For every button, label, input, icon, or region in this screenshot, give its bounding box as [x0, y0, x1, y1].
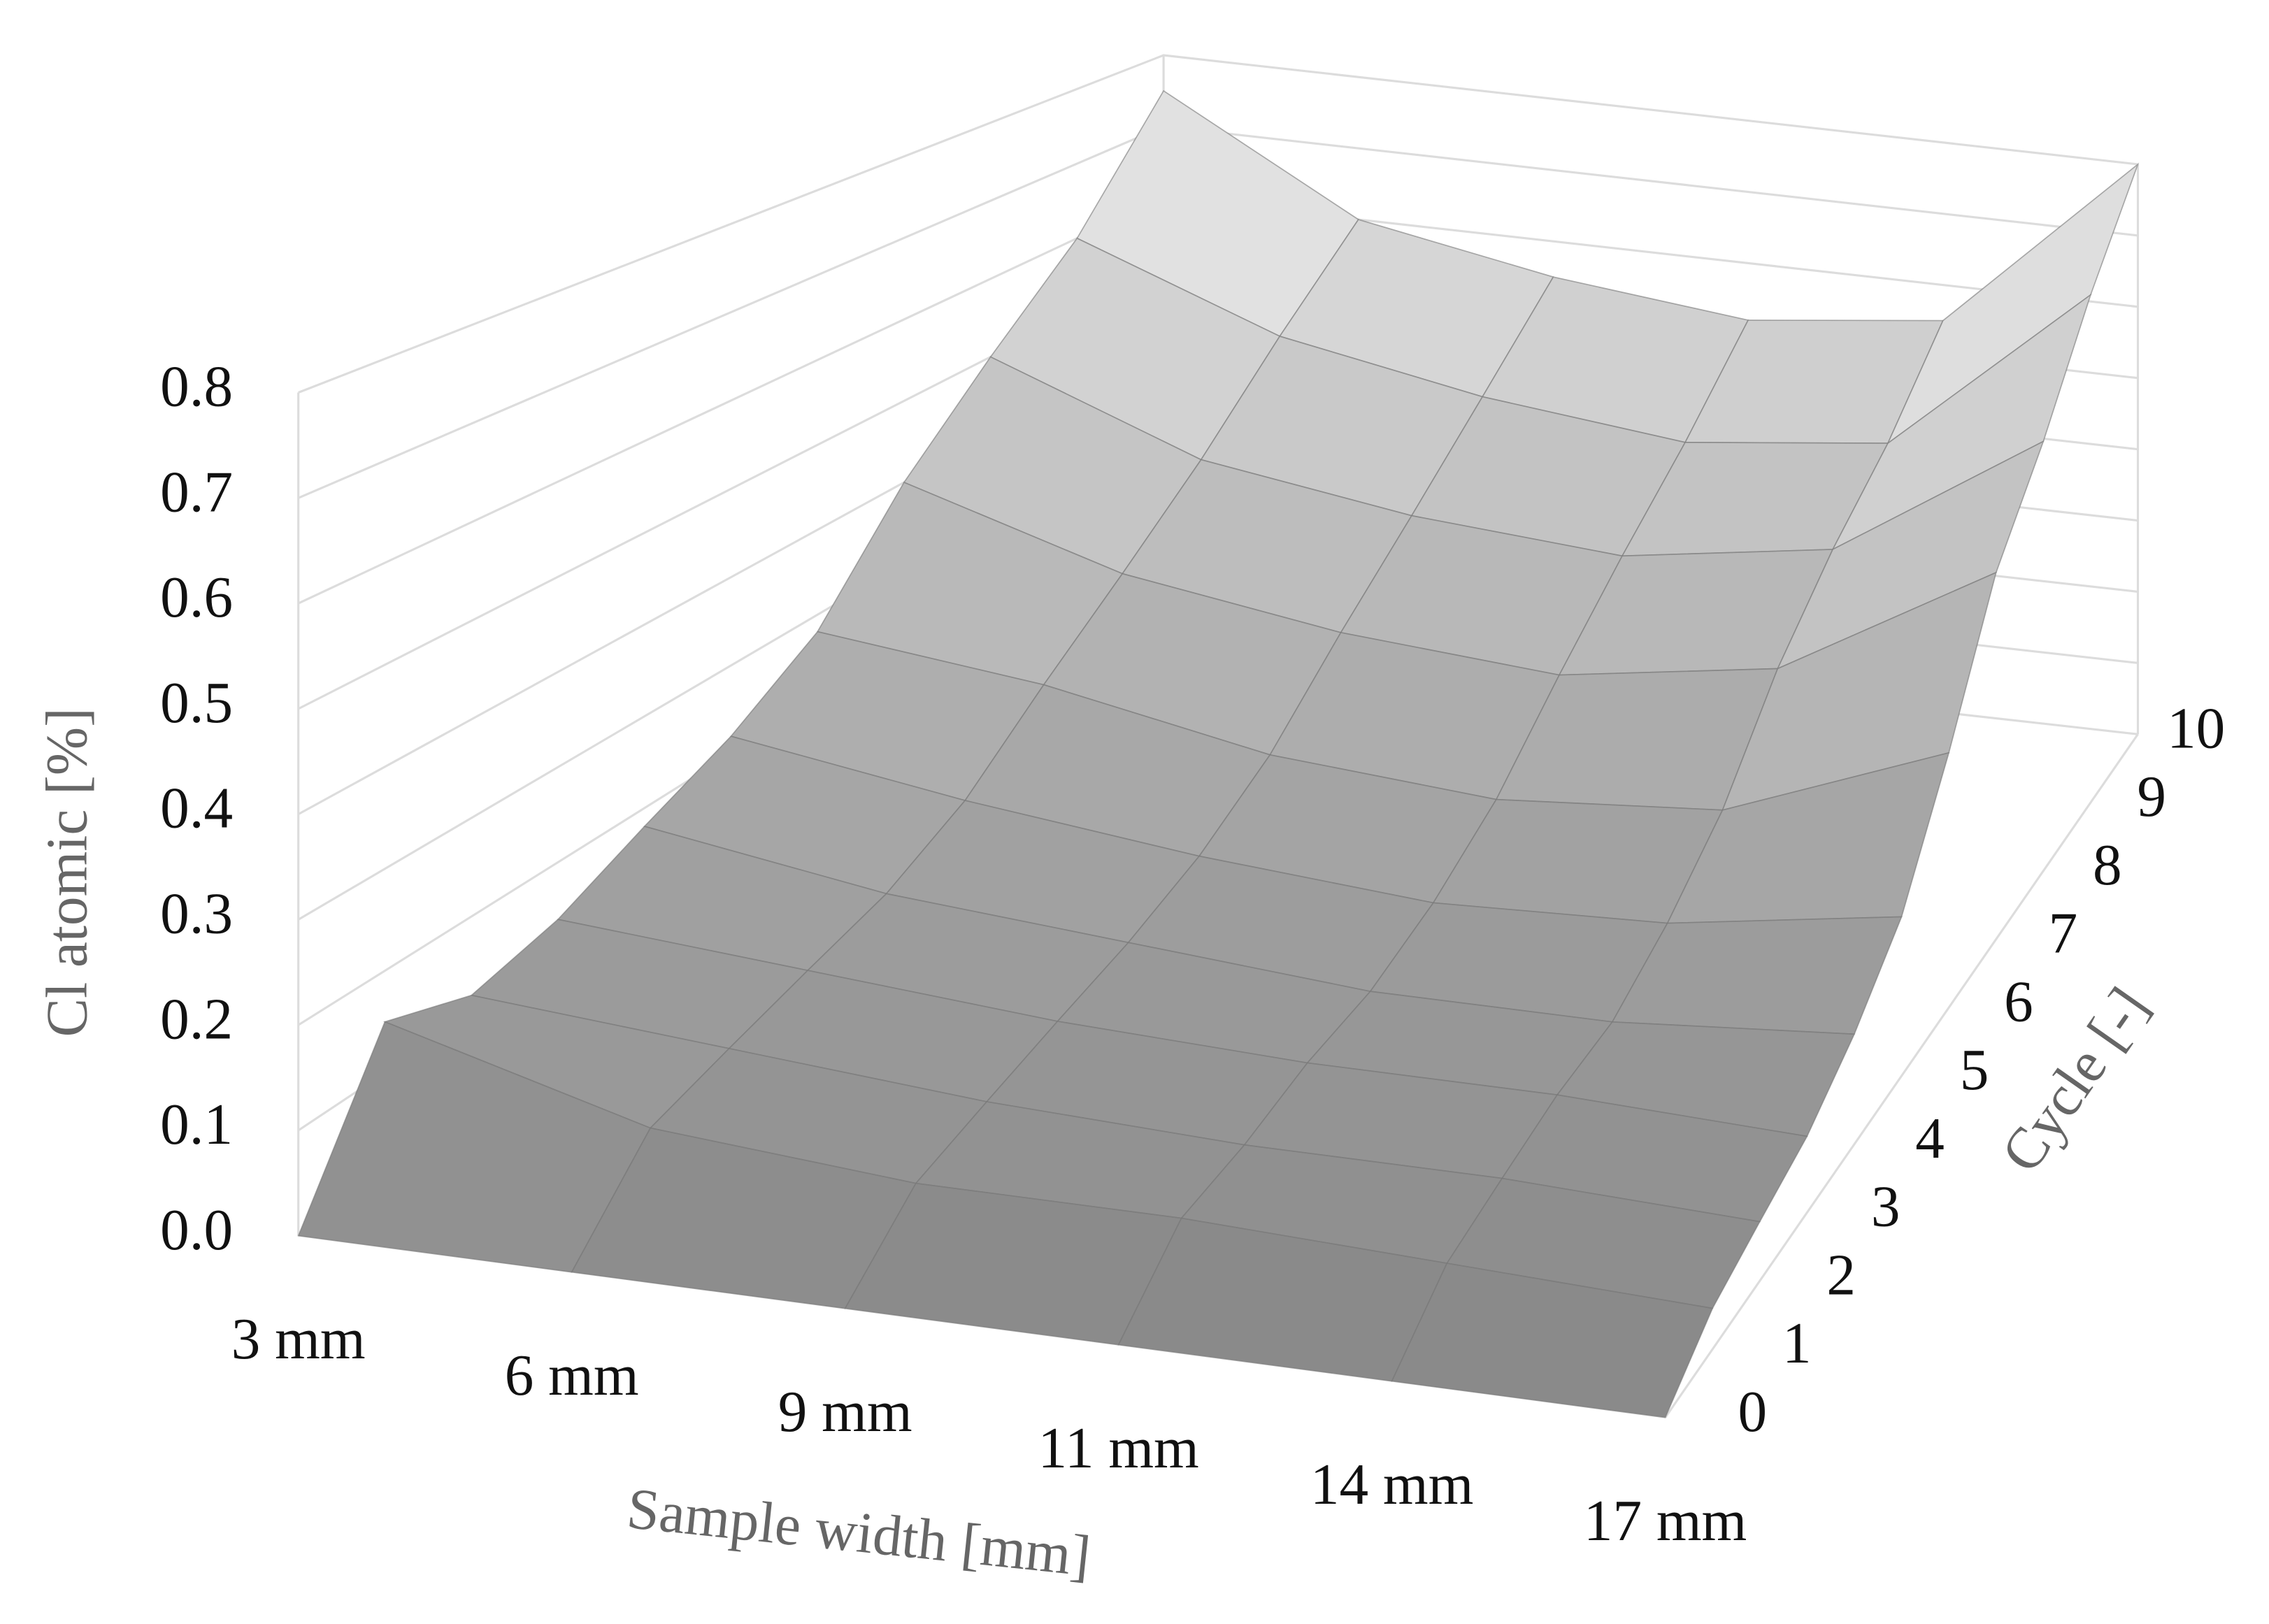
depth-tick-label: 2: [1826, 1242, 1856, 1307]
depth-tick-label: 8: [2093, 833, 2122, 897]
depth-tick-label: 0: [1738, 1379, 1768, 1444]
x-tick-label: 14 mm: [1310, 1452, 1473, 1516]
z-tick-label: 0.7: [160, 459, 233, 524]
z-tick-label: 0.5: [160, 670, 233, 735]
z-tick-label: 0.1: [160, 1092, 233, 1156]
z-tick-label: 0.3: [160, 881, 233, 945]
depth-tick-label: 1: [1782, 1311, 1812, 1375]
depth-tick-label: 7: [2049, 901, 2078, 965]
x-tick-label: 9 mm: [778, 1379, 912, 1444]
depth-tick-label: 3: [1871, 1174, 1901, 1239]
z-axis-title: Cl atomic [%]: [34, 707, 99, 1037]
x-tick-label: 17 mm: [1584, 1488, 1747, 1553]
x-tick-label: 6 mm: [505, 1343, 639, 1407]
depth-tick-label: 5: [1960, 1037, 1989, 1102]
x-tick-label: 3 mm: [231, 1307, 366, 1371]
z-tick-label: 0.4: [160, 776, 233, 840]
depth-tick-label: 6: [2004, 969, 2033, 1033]
x-axis-title: Sample width [mm]: [624, 1476, 1094, 1588]
z-tick-label: 0.6: [160, 565, 233, 629]
x-tick-label: 11 mm: [1038, 1416, 1198, 1480]
floor-edge: [1664, 733, 2139, 1418]
z-tick-label: 0.0: [160, 1198, 233, 1262]
z-tick-label: 0.2: [160, 986, 233, 1051]
depth-tick-label: 10: [2167, 696, 2225, 760]
depth-tick-label: 4: [1915, 1106, 1945, 1170]
depth-tick-label: 9: [2137, 764, 2166, 828]
z-tick-label: 0.8: [160, 354, 233, 419]
surface-patch: [1391, 1263, 1714, 1418]
